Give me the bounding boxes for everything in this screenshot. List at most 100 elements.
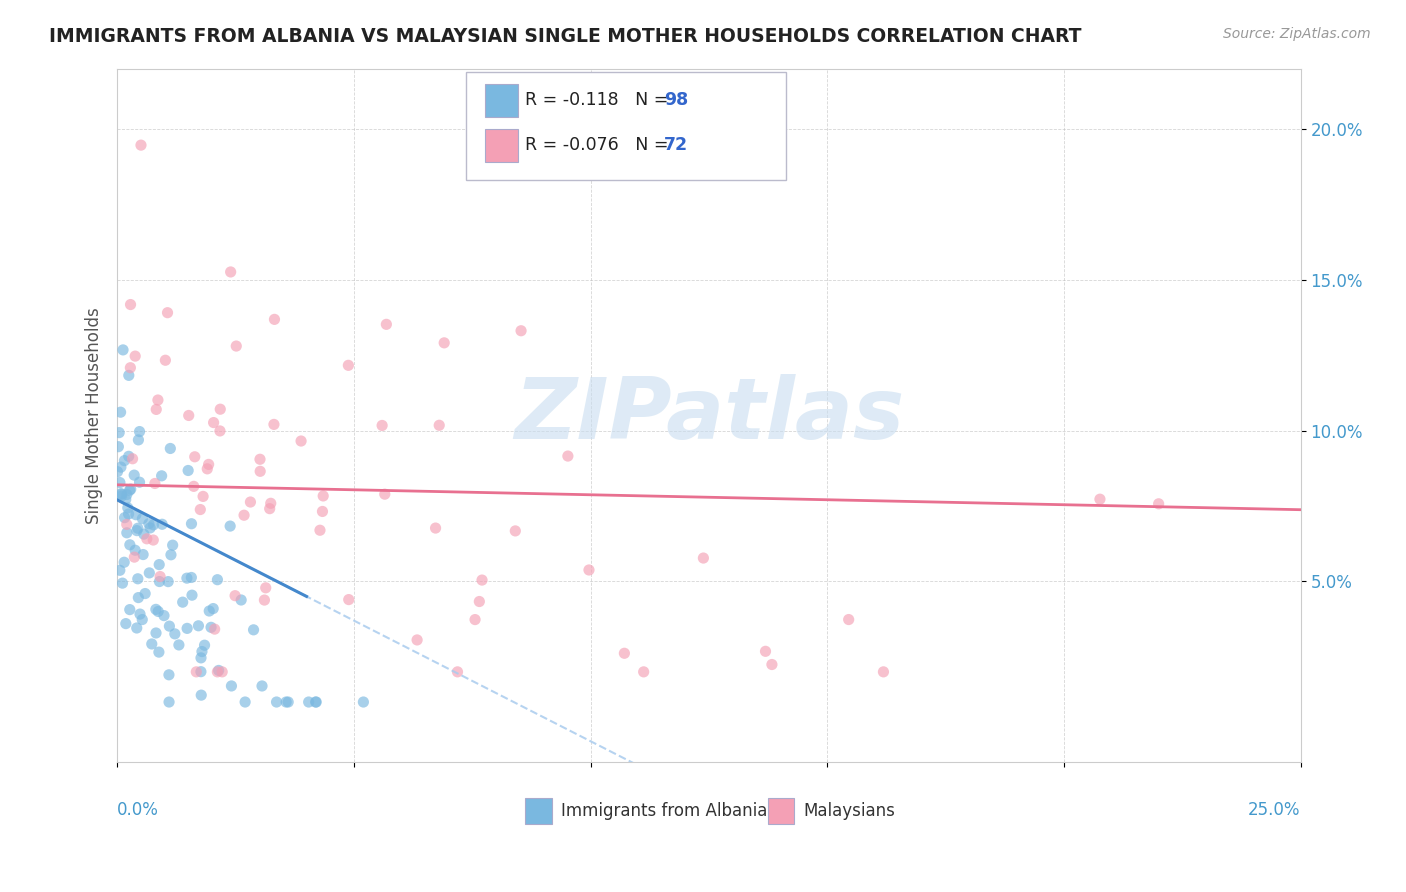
Point — [146, 392, 169, 407]
Text: R = -0.118   N =: R = -0.118 N = — [526, 91, 675, 109]
Point — [132, 548, 155, 562]
Point — [249, 464, 271, 478]
Point — [145, 626, 167, 640]
Point — [124, 349, 146, 363]
Point — [141, 637, 163, 651]
Point — [153, 608, 176, 623]
Point — [233, 695, 256, 709]
Point — [872, 665, 894, 679]
Point — [117, 500, 139, 515]
Point — [1088, 492, 1111, 507]
Point — [578, 563, 600, 577]
Point — [112, 343, 135, 357]
Point — [143, 476, 166, 491]
Point — [115, 487, 138, 501]
Point — [557, 449, 579, 463]
Point — [406, 632, 429, 647]
Point — [117, 507, 139, 521]
Point — [157, 695, 180, 709]
Point — [1147, 497, 1170, 511]
Point — [125, 621, 148, 635]
Point — [464, 613, 486, 627]
Text: 0.0%: 0.0% — [117, 800, 159, 819]
Point — [202, 416, 225, 430]
Point — [209, 402, 232, 417]
Point — [427, 418, 450, 433]
Point — [180, 516, 202, 531]
Point — [159, 442, 181, 456]
Point — [145, 402, 167, 417]
Point — [148, 604, 170, 618]
Point — [128, 475, 150, 490]
Point — [352, 695, 374, 709]
Point — [110, 405, 132, 419]
Point — [505, 524, 527, 538]
Point — [107, 465, 129, 479]
Point — [156, 306, 179, 320]
Point — [118, 538, 141, 552]
Point — [692, 551, 714, 566]
Point — [127, 521, 149, 535]
Text: 25.0%: 25.0% — [1249, 800, 1301, 819]
Point — [122, 468, 145, 483]
Point — [139, 521, 162, 535]
Point — [200, 620, 222, 634]
Point — [157, 668, 180, 682]
Point — [224, 589, 246, 603]
FancyBboxPatch shape — [467, 72, 786, 179]
Point — [112, 453, 135, 467]
Point — [183, 479, 205, 493]
Point — [425, 521, 447, 535]
Point — [471, 573, 494, 587]
Point — [231, 593, 253, 607]
Point — [120, 482, 142, 496]
Text: 72: 72 — [664, 136, 688, 153]
Point — [157, 619, 180, 633]
Point — [191, 490, 214, 504]
Point — [197, 458, 219, 472]
Point — [177, 409, 200, 423]
Point — [208, 424, 231, 438]
Point — [277, 695, 299, 709]
Point — [160, 548, 183, 562]
Point — [149, 569, 172, 583]
Point — [202, 601, 225, 615]
Bar — [485, 128, 519, 162]
Point — [118, 483, 141, 498]
Point — [190, 688, 212, 702]
Point — [132, 527, 155, 541]
Point — [142, 517, 165, 532]
Text: Immigrants from Albania: Immigrants from Albania — [561, 802, 768, 820]
Point — [125, 524, 148, 538]
Text: Source: ZipAtlas.com: Source: ZipAtlas.com — [1223, 27, 1371, 41]
Point — [114, 510, 136, 524]
Point — [124, 543, 146, 558]
Point — [148, 645, 170, 659]
Point — [260, 496, 283, 510]
Point — [190, 651, 212, 665]
Point — [125, 508, 148, 522]
Point — [337, 359, 360, 373]
Point — [167, 638, 190, 652]
Point — [131, 613, 153, 627]
Point — [138, 516, 160, 531]
Point — [142, 533, 165, 547]
Point — [176, 571, 198, 585]
Point — [111, 576, 134, 591]
Point — [266, 695, 288, 709]
Point — [219, 519, 242, 533]
Point — [374, 487, 396, 501]
Point — [337, 592, 360, 607]
Point — [115, 525, 138, 540]
Point — [311, 504, 333, 518]
Bar — [485, 84, 519, 117]
Point — [233, 508, 256, 523]
Point — [219, 265, 242, 279]
Point — [613, 646, 636, 660]
Point — [176, 621, 198, 635]
Point — [120, 297, 142, 311]
Point — [112, 555, 135, 569]
Point — [198, 604, 221, 618]
Point — [761, 657, 783, 672]
Point — [433, 335, 456, 350]
